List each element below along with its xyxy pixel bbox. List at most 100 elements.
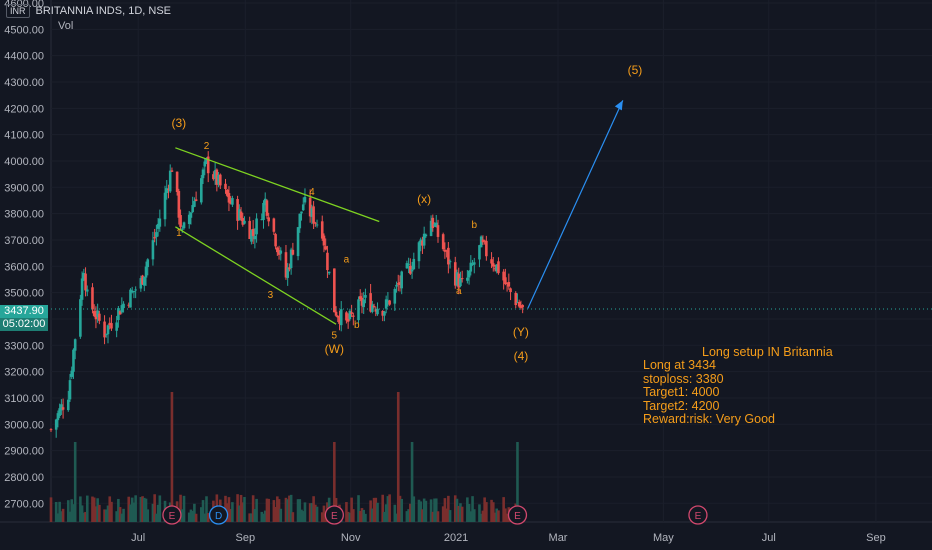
event-marker-label: E: [514, 511, 521, 522]
candle-body: [333, 268, 336, 313]
volume-bar: [485, 502, 488, 522]
volume-bar: [96, 498, 99, 522]
candle-body: [168, 170, 172, 192]
candle-body: [200, 178, 203, 203]
candle-body: [493, 268, 497, 270]
volume-bar: [453, 495, 457, 522]
candle-body: [61, 407, 65, 410]
price-tick-label: 3900.00: [4, 182, 44, 194]
candle-body: [412, 258, 416, 270]
volume-bar: [94, 506, 98, 522]
candle-body: [296, 227, 300, 257]
candle-body: [301, 204, 305, 211]
candle-body: [265, 200, 269, 216]
price-tick-label: 4100.00: [4, 130, 44, 142]
candle-body: [362, 299, 366, 308]
candle-body: [334, 311, 338, 316]
candle-body: [514, 292, 518, 306]
candle-body: [141, 275, 144, 285]
volume-bar: [56, 513, 60, 522]
volume-bar: [70, 499, 74, 522]
candle-body: [130, 290, 134, 293]
candle-body: [118, 311, 122, 315]
volume-bar: [187, 512, 191, 522]
volume-bar: [469, 511, 473, 522]
currency-badge[interactable]: INR: [6, 4, 30, 18]
price-tick-label: 3800.00: [4, 209, 44, 221]
volume-bar: [497, 510, 500, 522]
candle-body: [194, 199, 198, 201]
wave-label: 2: [204, 141, 210, 152]
volume-bar: [333, 442, 336, 522]
setup-heading: Long setup IN Britannia: [702, 345, 833, 359]
volume-bar: [103, 509, 106, 522]
candle-body: [516, 302, 519, 304]
volume-bar: [115, 511, 118, 522]
candle-body: [383, 311, 386, 316]
candle-body: [320, 221, 324, 239]
candle-body: [219, 174, 222, 186]
candle-body: [505, 282, 509, 284]
candle-body: [165, 188, 169, 194]
candle-body: [485, 240, 488, 257]
candle-body: [434, 222, 438, 228]
volume-bar: [118, 507, 122, 522]
candle-body: [253, 235, 257, 240]
candle-body: [263, 198, 267, 206]
volume-bar: [289, 494, 293, 522]
candle-body: [56, 413, 60, 421]
volume-bar: [181, 509, 184, 522]
volume-bar: [239, 494, 243, 522]
candle-body: [122, 303, 125, 309]
volume-bar: [459, 503, 462, 522]
candle-body: [358, 296, 362, 300]
volume-bar: [364, 513, 367, 522]
volume-bar: [193, 503, 196, 522]
price-axis-bg: [0, 0, 51, 522]
volume-bar: [410, 442, 414, 522]
volume-bar: [267, 498, 270, 522]
volume-bar: [241, 502, 245, 522]
volume-bar: [158, 495, 162, 522]
volume-bar: [441, 506, 445, 522]
candle-body: [467, 270, 471, 278]
candle-body: [315, 224, 319, 226]
candle-body: [129, 289, 132, 308]
price-tick-label: 3300.00: [4, 340, 44, 352]
volume-bar: [478, 504, 481, 522]
volume-bar: [85, 495, 89, 522]
candle-body: [73, 339, 77, 351]
candle-body: [424, 234, 428, 237]
candle-body: [517, 301, 521, 307]
candle-body: [231, 198, 234, 205]
candle-body: [193, 200, 196, 207]
volume-bar: [407, 509, 410, 522]
candle-body: [213, 170, 217, 179]
volume-bar: [253, 509, 257, 522]
time-tick-label: 2021: [444, 532, 468, 544]
channel-upper-line: [175, 147, 380, 223]
volume-bar: [84, 511, 87, 522]
volume-bar: [396, 392, 400, 522]
candle-body: [479, 236, 483, 248]
candle-body: [509, 288, 512, 293]
candle-body: [369, 293, 372, 312]
price-tick-label: 4400.00: [4, 51, 44, 63]
candle-body: [79, 299, 82, 337]
volume-bar: [300, 509, 303, 522]
symbol-title: BRITANNIA INDS, 1D, NSE: [35, 5, 172, 17]
volume-bar: [296, 499, 300, 522]
candle-body: [298, 213, 302, 229]
candle-body: [241, 218, 245, 225]
time-tick-label: Jul: [131, 532, 145, 544]
candle-body: [155, 232, 158, 238]
candle-body: [441, 234, 445, 250]
candle-body: [384, 299, 388, 309]
candle-body: [98, 313, 101, 321]
candle-body: [153, 237, 156, 239]
candle-body: [96, 310, 99, 317]
candle-body: [80, 278, 84, 300]
price-tick-label: 3600.00: [4, 261, 44, 273]
candle-body: [279, 250, 283, 254]
